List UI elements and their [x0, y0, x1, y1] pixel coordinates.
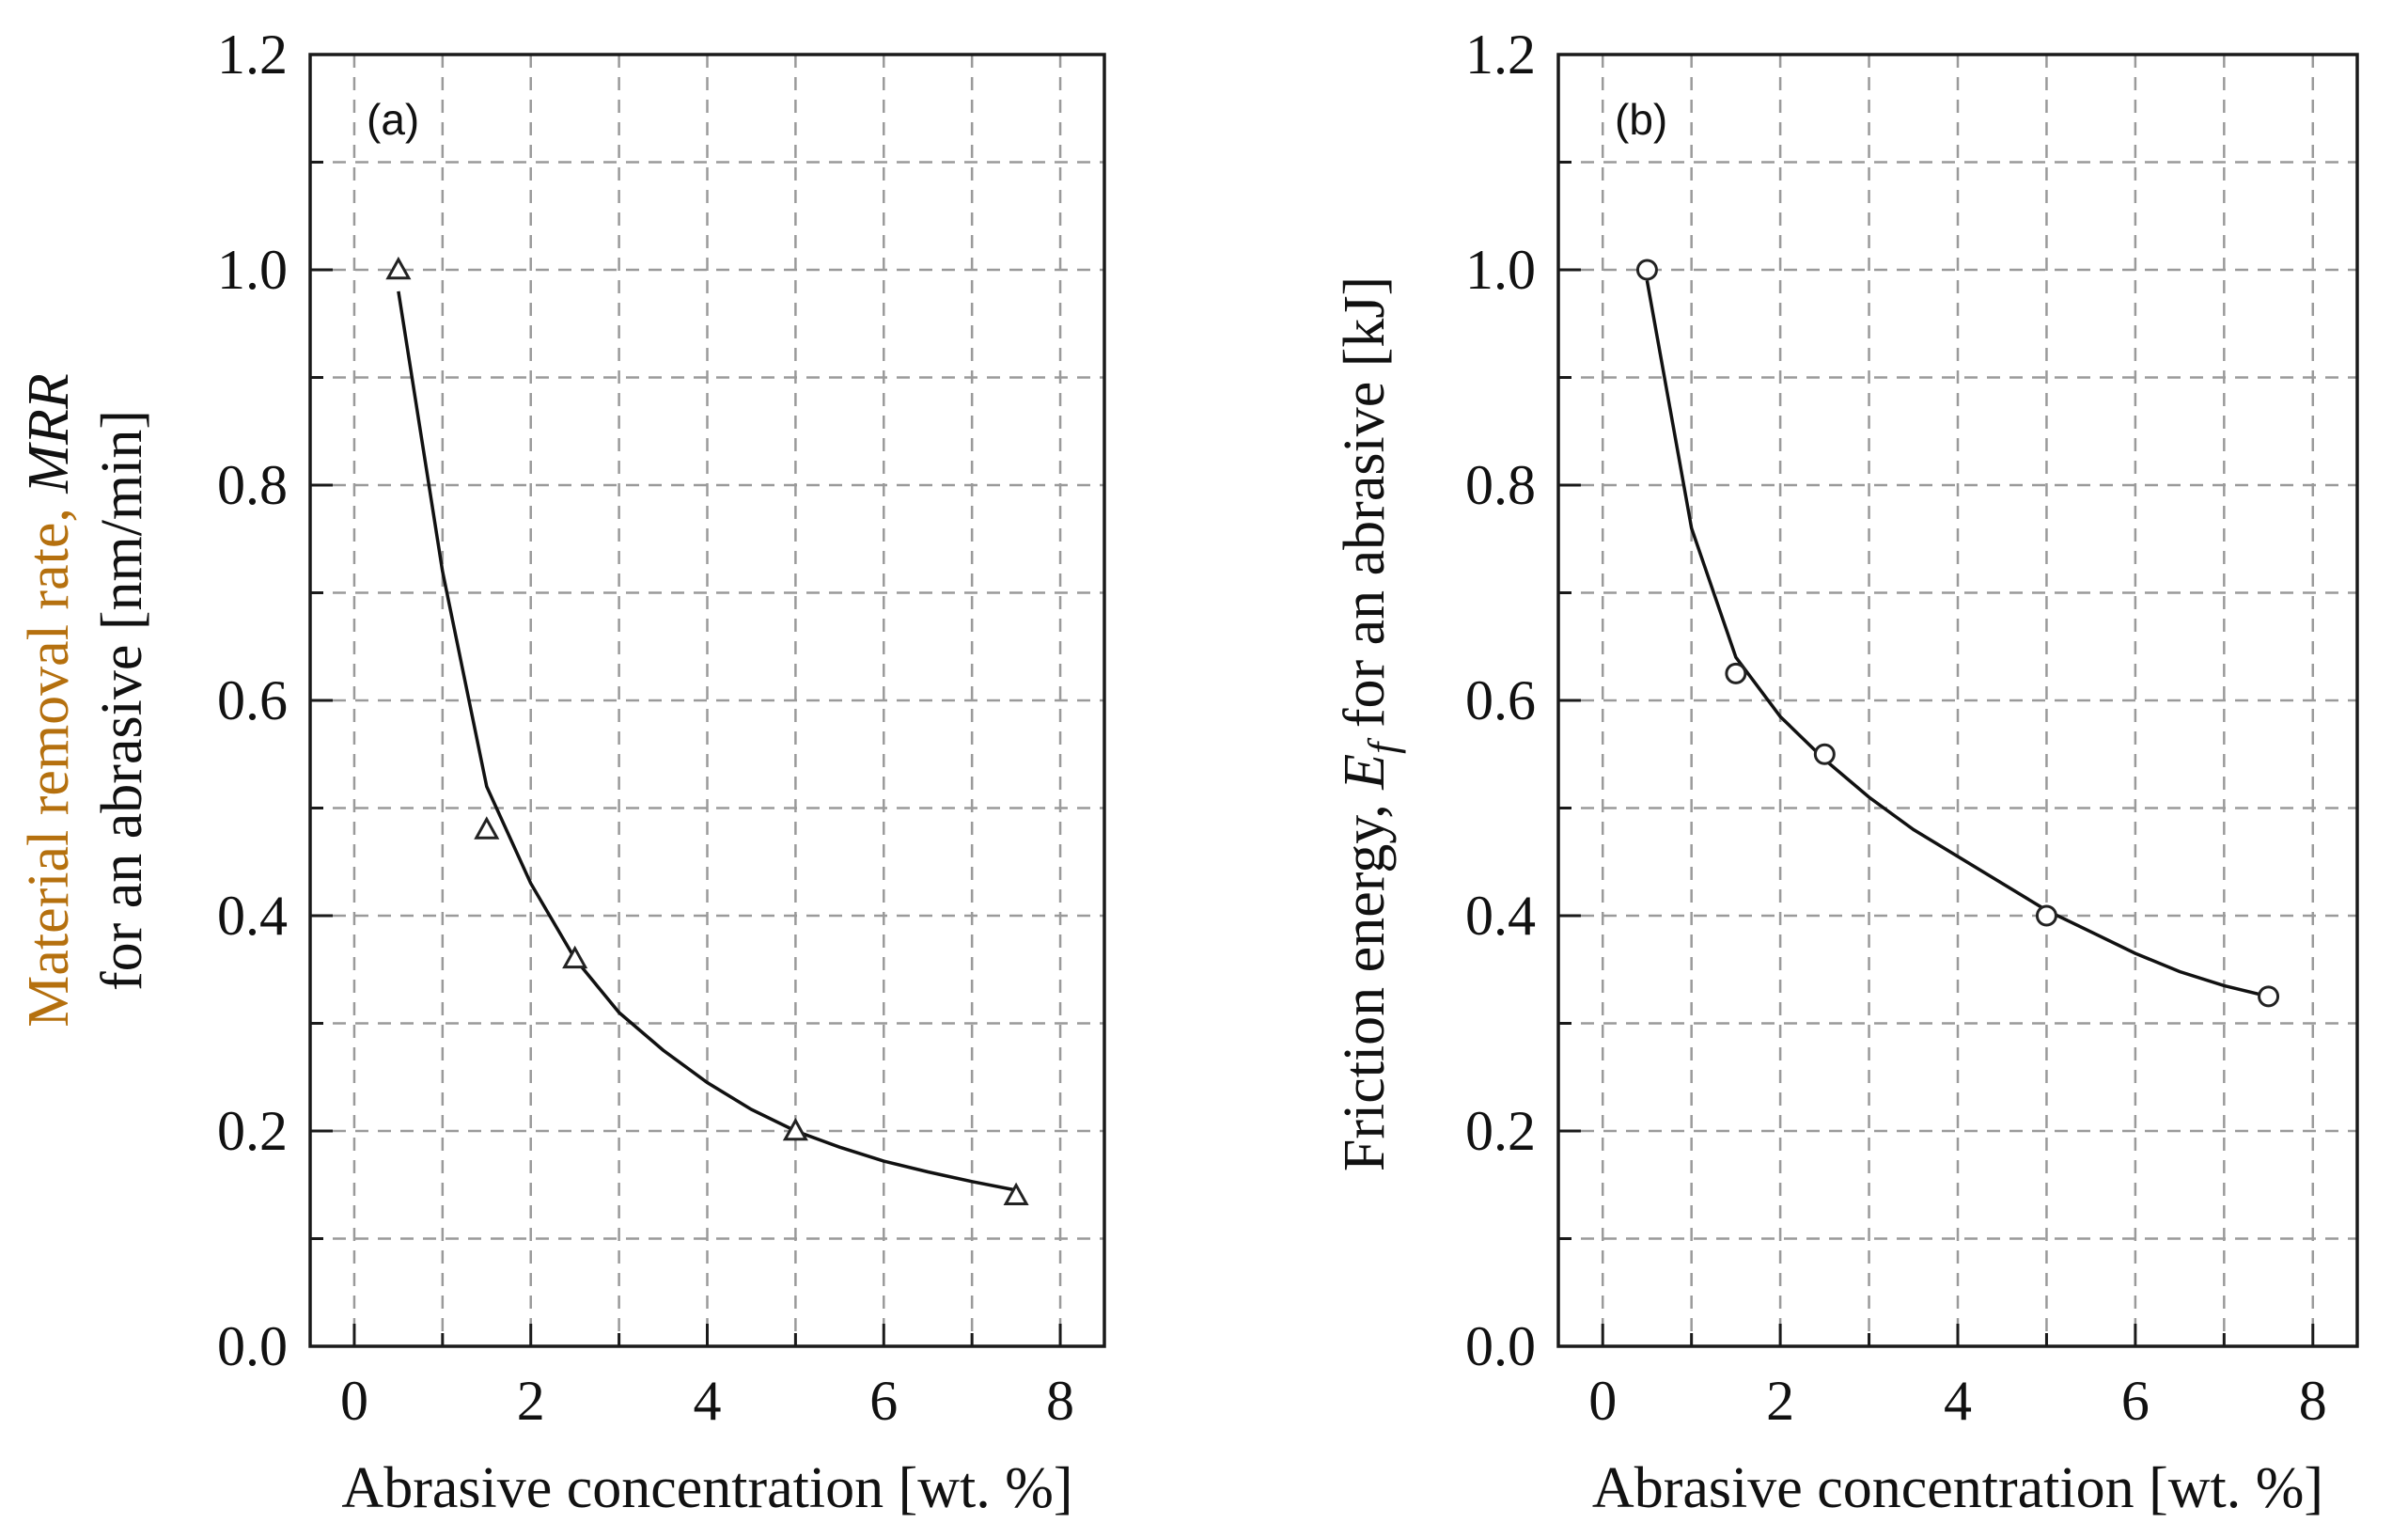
data-point — [562, 945, 588, 969]
y-tick-label: 1.0 — [1465, 239, 1536, 301]
x-tick-label: 6 — [869, 1370, 898, 1432]
x-tick-label: 0 — [340, 1370, 368, 1432]
data-point — [1635, 259, 1658, 281]
data-point — [2258, 985, 2280, 1008]
y-axis-label: Friction energy, Ef for an abrasive [kJ] — [1333, 276, 1406, 1171]
y-tick-label: 0.2 — [1465, 1100, 1536, 1162]
chart-panel-a: 0 2 4 6 8 0.0 0.2 0.4 0.6 0.8 1.0 1.2 (a) Abrasive co… — [17, 24, 1106, 1520]
y-tick-label: 0.8 — [217, 454, 288, 516]
data-point — [1813, 743, 1836, 765]
panel-label: (b) — [1615, 95, 1667, 144]
y-axis-label-line2: for an abrasive [nm/min] — [90, 410, 154, 991]
y-tick-label: 0.6 — [1465, 669, 1536, 731]
y-axis-label-line1: Material removal rate, MRR — [17, 373, 81, 1027]
fit-curve — [397, 291, 1017, 1192]
data-point — [474, 816, 500, 840]
y-tick-label: 1.2 — [1465, 24, 1536, 86]
data-point — [782, 1117, 808, 1141]
y-tick-label: 0.2 — [217, 1100, 288, 1162]
y-tick-label: 1.0 — [217, 239, 288, 301]
x-tick-label: 6 — [2121, 1370, 2150, 1432]
y-tick-label: 0.6 — [217, 669, 288, 731]
x-tick-label: 8 — [1046, 1370, 1074, 1432]
grid — [1558, 55, 2357, 1346]
y-tick-label: 0.0 — [217, 1315, 288, 1377]
y-tick-label: 0.8 — [1465, 454, 1536, 516]
y-tick-label: 0.4 — [1465, 885, 1536, 947]
y-tick-label: 0.4 — [217, 885, 288, 947]
x-axis-label: Abrasive concentration [wt. %] — [341, 1456, 1072, 1520]
x-tick-label: 2 — [517, 1370, 545, 1432]
panel-label: (a) — [367, 95, 419, 144]
y-tick-label: 0.0 — [1465, 1315, 1536, 1377]
x-tick-label: 0 — [1588, 1370, 1617, 1432]
grid — [310, 55, 1104, 1346]
x-tick-label: 2 — [1766, 1370, 1794, 1432]
data-point — [385, 256, 412, 280]
y-tick-label: 1.2 — [217, 24, 288, 86]
x-tick-label: 8 — [2299, 1370, 2327, 1432]
fit-curve — [1645, 280, 2270, 998]
data-point — [1003, 1182, 1029, 1205]
x-tick-label: 4 — [1944, 1370, 1972, 1432]
x-tick-label: 4 — [694, 1370, 722, 1432]
chart-panel-b: 0 2 4 6 8 0.0 0.2 0.4 0.6 0.8 1.0 1.2 (b) Abrasive co… — [1333, 24, 2359, 1520]
data-point — [1725, 662, 1747, 684]
data-point — [2035, 904, 2057, 927]
x-axis-label: Abrasive concentration [wt. %] — [1592, 1456, 2323, 1520]
